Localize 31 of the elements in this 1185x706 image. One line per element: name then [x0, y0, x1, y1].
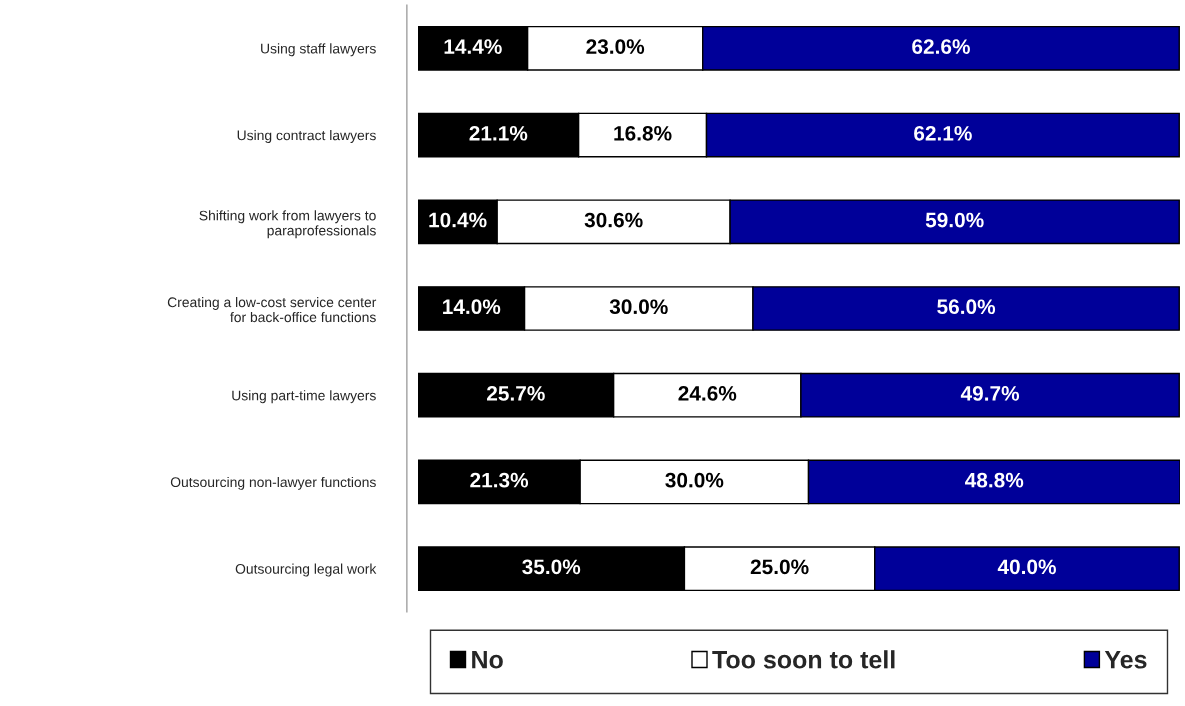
- y-tick-label: Using part-time lawyers: [232, 390, 376, 404]
- y-tick-label: Using staff lawyers: [261, 43, 376, 57]
- y-tick-label: Outsourcing non-lawyer functions: [170, 476, 376, 490]
- data-label: 40.0%: [997, 559, 1056, 575]
- data-label: 10.4%: [429, 212, 487, 228]
- data-label: 14.4%: [444, 39, 502, 54]
- data-label: 59.0%: [925, 212, 984, 228]
- data-label: 25.0%: [750, 559, 809, 575]
- data-label: 49.7%: [960, 386, 1020, 401]
- data-label: 30.6%: [584, 212, 643, 228]
- y-tick-label: Using contract lawyers: [237, 130, 376, 143]
- legend-label: No: [472, 651, 503, 669]
- data-label: 48.8%: [965, 472, 1024, 488]
- data-label: 16.8%: [614, 125, 672, 141]
- data-label: 62.6%: [912, 39, 970, 54]
- y-tick-label: Outsourcing legal work: [235, 563, 377, 577]
- y-tick-label: Shifting work from lawyers to paraprofessionals: [199, 210, 376, 239]
- data-label: 23.0%: [586, 39, 645, 54]
- data-label: 14.0%: [443, 299, 501, 315]
- data-label: 30.0%: [609, 299, 668, 315]
- data-label: 24.6%: [678, 386, 737, 401]
- legend-label: Too soon to tell: [712, 650, 895, 669]
- data-label: 35.0%: [522, 559, 581, 575]
- data-label: 56.0%: [937, 299, 996, 315]
- data-label: 25.7%: [487, 386, 545, 401]
- data-label: 21.1%: [469, 125, 528, 141]
- data-label: 62.1%: [914, 125, 972, 141]
- data-label: 21.3%: [470, 472, 529, 488]
- legend-label: Yes: [1104, 651, 1147, 669]
- y-tick-label: Creating a low-cost service center for back-office functions: [167, 296, 377, 323]
- data-label: 30.0%: [665, 472, 724, 488]
